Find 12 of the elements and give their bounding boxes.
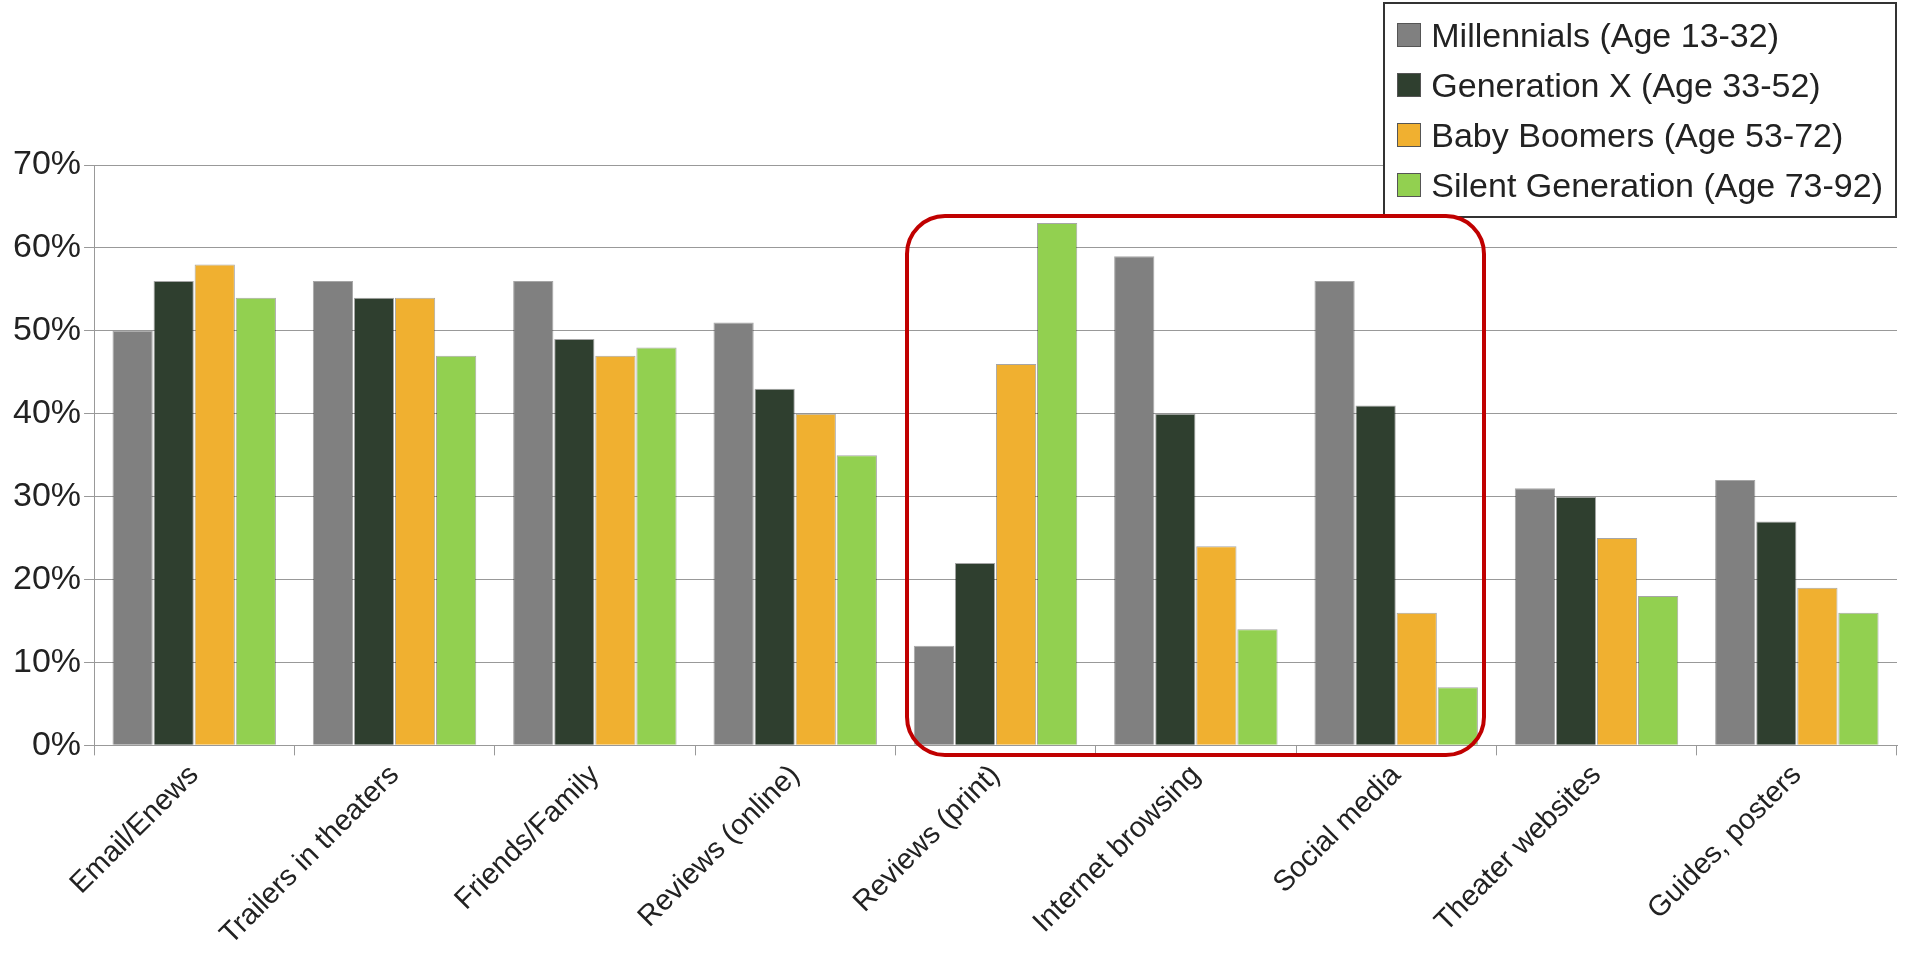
y-tick-label: 20% bbox=[12, 557, 82, 596]
y-tick-label: 60% bbox=[12, 226, 82, 265]
y-tick-label: 70% bbox=[12, 143, 82, 182]
y-tick-label: 50% bbox=[12, 309, 82, 348]
legend-label: Generation X (Age 33-52) bbox=[1431, 65, 1821, 106]
legend-label: Millennials (Age 13-32) bbox=[1431, 15, 1780, 56]
legend-label: Silent Generation (Age 73-92) bbox=[1431, 165, 1883, 206]
y-tick-label: 30% bbox=[12, 475, 82, 513]
y-tick-label: 40% bbox=[12, 392, 82, 431]
y-tick-label: 10% bbox=[12, 640, 82, 679]
legend-label: Baby Boomers (Age 53-72) bbox=[1431, 115, 1844, 156]
y-tick-label: 0% bbox=[31, 723, 82, 762]
